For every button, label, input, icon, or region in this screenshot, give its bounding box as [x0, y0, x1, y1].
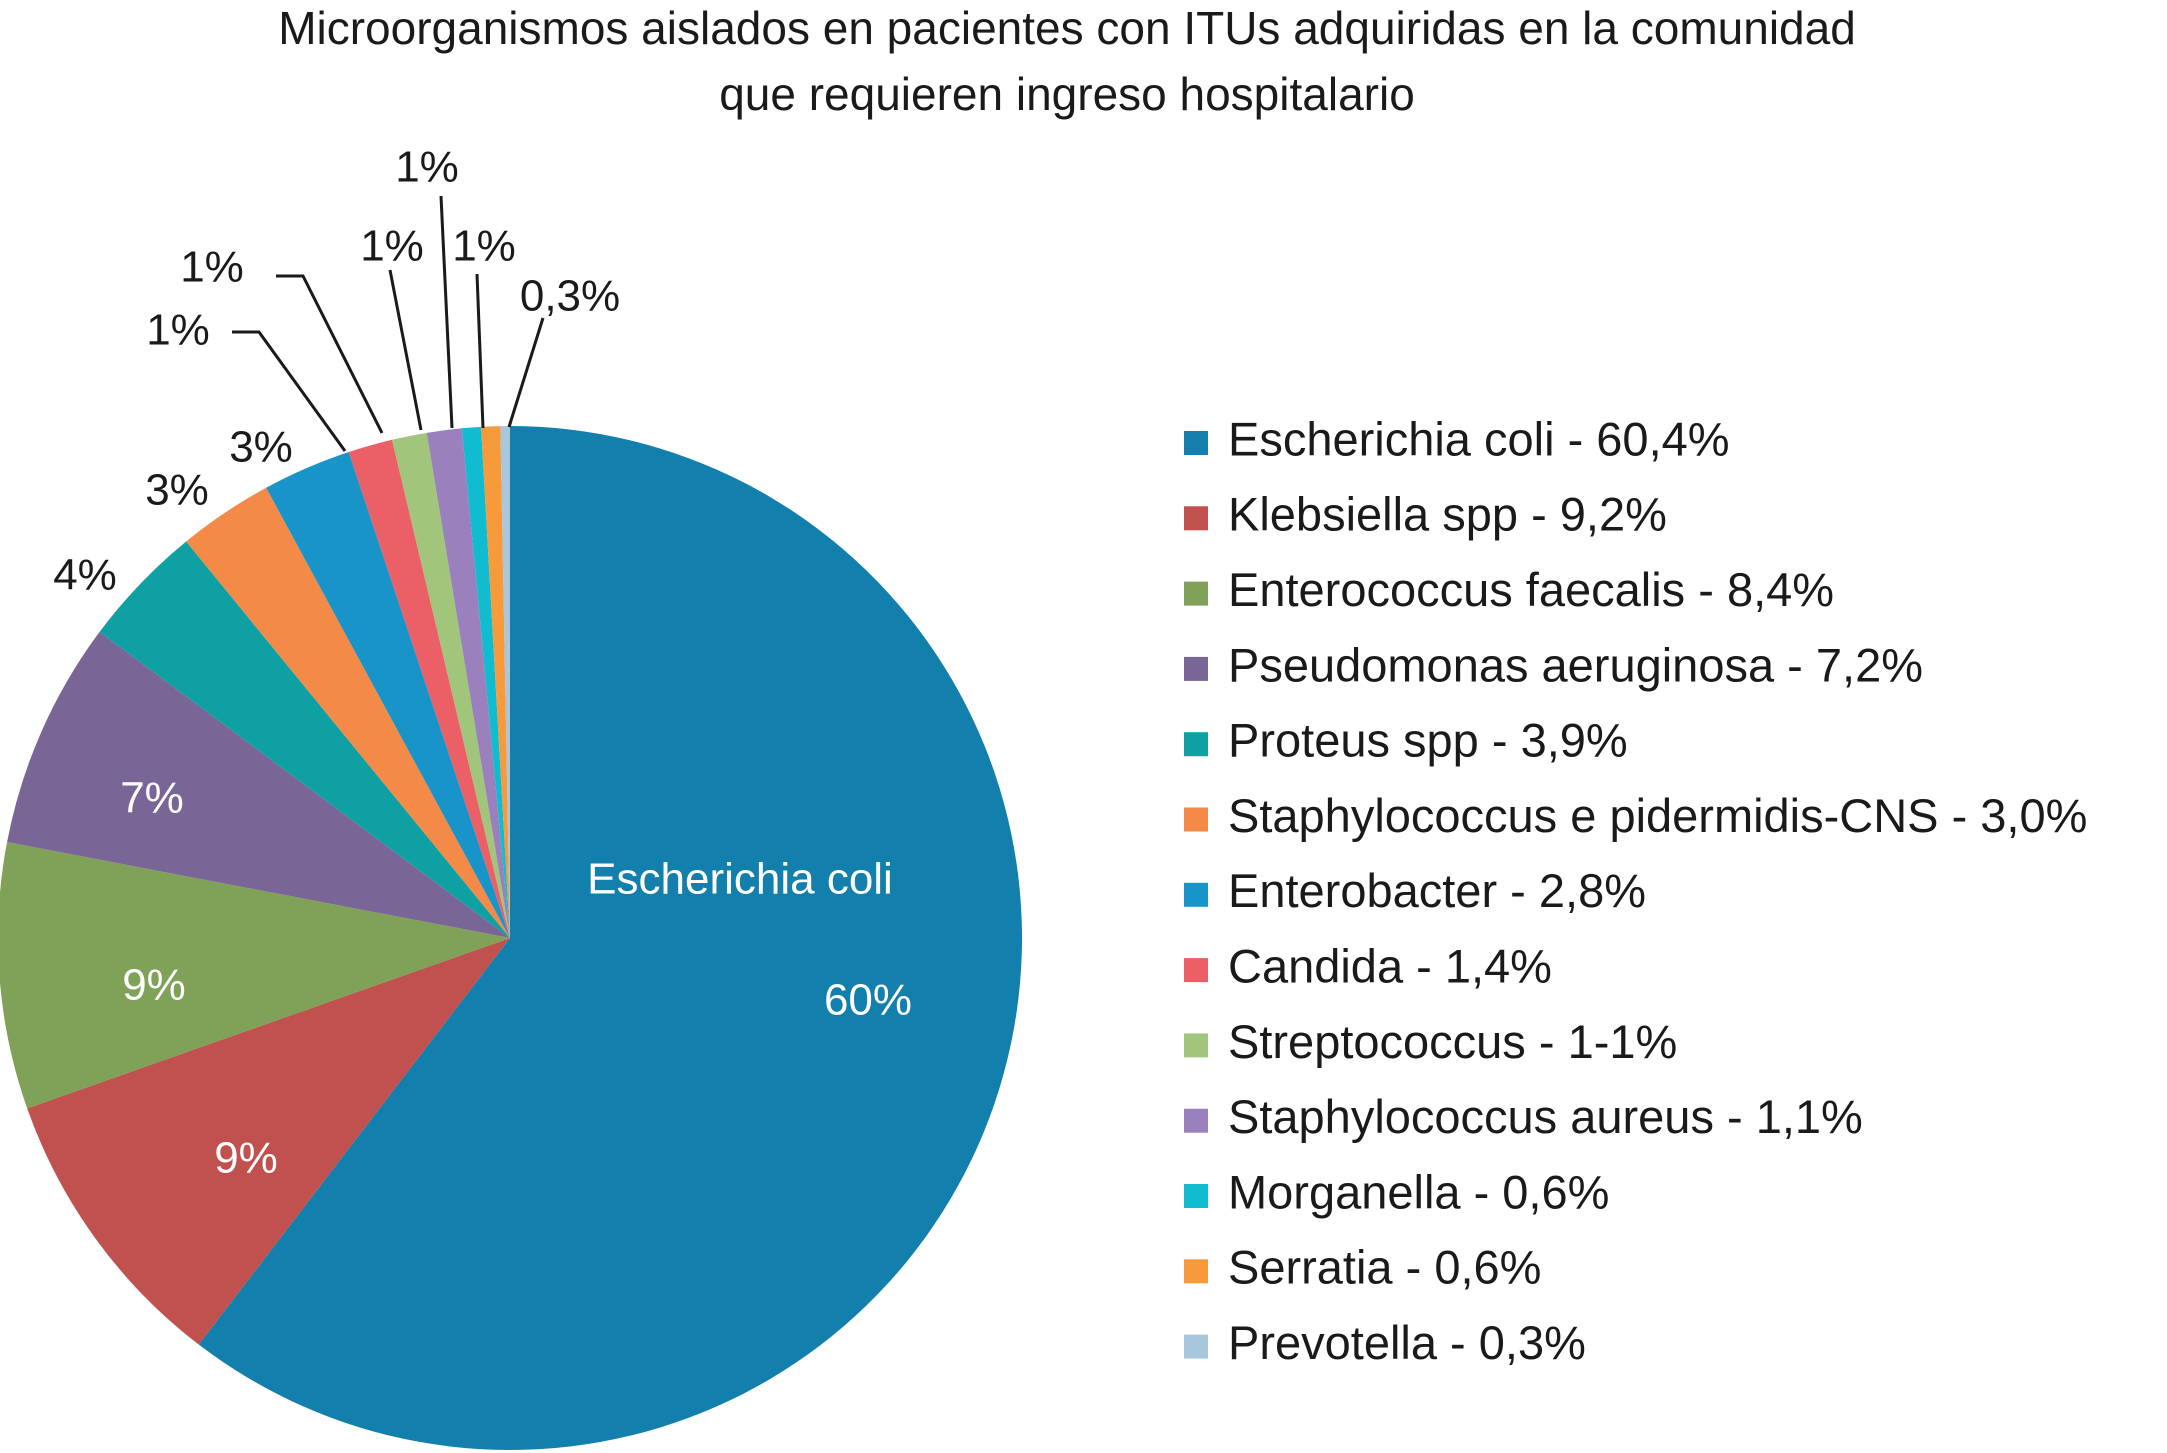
legend-item-enterobacter: Enterobacter - 2,8% [1184, 864, 1646, 917]
legend-swatch-serratia [1184, 1259, 1208, 1284]
chart-title-line-1: Microorganismos aislados en pacientes co… [278, 2, 1856, 54]
pie-slice-escherichia-coli [198, 426, 1023, 1451]
legend-item-staphylococcus-aureus: Staphylococcus aureus - 1,1% [1184, 1090, 1863, 1143]
legend-label-streptococcus: Streptococcus - 1-1% [1228, 1015, 1677, 1068]
legend-swatch-staphylococcus-e-pidermidis-cns [1184, 807, 1208, 832]
legend-swatch-streptococcus [1184, 1033, 1208, 1058]
legend-label-candida: Candida - 1,4% [1228, 940, 1552, 993]
data-label-enterobacter: 3% [229, 423, 293, 472]
data-label-staphylococcus-aureus: 1% [360, 222, 424, 271]
pie-slice-prevotella [500, 426, 510, 938]
leader-line-streptococcus [276, 274, 384, 434]
leader-line-morganella [439, 195, 454, 429]
legend-label-enterobacter: Enterobacter - 2,8% [1228, 864, 1646, 917]
leader-lines [232, 195, 545, 452]
leader-line-prevotella [507, 317, 545, 428]
pie-slice-staphylococcus-aureus [426, 428, 510, 938]
pie-slice-staphylococcus-e-pidermidis-cns [186, 487, 510, 938]
legend-swatch-prevotella [1184, 1334, 1208, 1359]
chart-title: Microorganismos aislados en pacientes co… [278, 2, 1856, 120]
legend-label-pseudomonas-aeruginosa: Pseudomonas aeruginosa - 7,2% [1228, 638, 1923, 691]
legend-swatch-enterococcus-faecalis [1184, 581, 1208, 606]
pie-slice-candida [348, 439, 510, 938]
chart-title-line-2: que requieren ingreso hospitalario [719, 68, 1415, 120]
legend-label-serratia: Serratia - 0,6% [1228, 1241, 1541, 1294]
legend-swatch-pseudomonas-aeruginosa [1184, 656, 1208, 681]
legend-item-escherichia-coli: Escherichia coli - 60,4% [1184, 412, 1730, 465]
data-label-enterococcus-faecalis: 9% [122, 961, 186, 1010]
slice-labels: 60% Escherichia coli 9% 9% 7% 4% 3% 3% 1% 1% 1% 1% 1… [53, 143, 912, 1183]
legend-swatch-morganella [1184, 1184, 1208, 1208]
legend-item-enterococcus-faecalis: Enterococcus faecalis - 8,4% [1184, 563, 1834, 616]
leader-line-candida [232, 330, 347, 452]
legend-label-enterococcus-faecalis: Enterococcus faecalis - 8,4% [1228, 563, 1834, 616]
legend-label-escherichia-coli: Escherichia coli - 60,4% [1228, 412, 1730, 465]
data-label-prevotella: 0,3% [520, 272, 620, 321]
legend-item-prevotella: Prevotella - 0,3% [1184, 1316, 1586, 1369]
legend-swatch-candida [1184, 958, 1208, 983]
pie-slice-proteus-spp [99, 541, 510, 938]
legend-swatch-klebsiella-spp [1184, 506, 1208, 531]
legend-label-klebsiella-spp: Klebsiella spp - 9,2% [1228, 488, 1667, 541]
pie-slice-streptococcus [392, 432, 510, 938]
pie-slice-morganella [461, 426, 510, 938]
legend-item-serratia: Serratia - 0,6% [1184, 1241, 1541, 1294]
legend: Escherichia coli - 60,4% Klebsiella spp -… [1184, 412, 2087, 1369]
data-label-staphylococcus-e-pidermidis-cns: 3% [145, 466, 209, 515]
legend-item-streptococcus: Streptococcus - 1-1% [1184, 1015, 1677, 1068]
legend-label-morganella: Morganella - 0,6% [1228, 1165, 1609, 1218]
legend-item-morganella: Morganella - 0,6% [1184, 1165, 1609, 1218]
legend-item-proteus-spp: Proteus spp - 3,9% [1184, 714, 1628, 767]
legend-item-klebsiella-spp: Klebsiella spp - 9,2% [1184, 488, 1667, 541]
pie-slice-enterobacter [266, 452, 510, 938]
pie-slice-serratia [481, 426, 510, 938]
leader-line-serratia [475, 273, 485, 429]
pie-slice-klebsiella-spp [27, 938, 510, 1345]
legend-swatch-staphylococcus-aureus [1184, 1108, 1208, 1133]
data-label-escherichia-coli: 60% [824, 976, 912, 1025]
data-label-pseudomonas-aeruginosa: 7% [120, 774, 184, 823]
legend-label-prevotella: Prevotella - 0,3% [1228, 1316, 1586, 1369]
data-label-serratia: 1% [452, 222, 516, 271]
legend-swatch-proteus-spp [1184, 732, 1208, 757]
data-label-proteus-spp: 4% [53, 551, 117, 600]
legend-label-staphylococcus-aureus: Staphylococcus aureus - 1,1% [1228, 1090, 1863, 1143]
legend-swatch-enterobacter [1184, 882, 1208, 907]
category-label-escherichia-coli: Escherichia coli [587, 855, 893, 904]
legend-label-proteus-spp: Proteus spp - 3,9% [1228, 714, 1628, 767]
legend-item-candida: Candida - 1,4% [1184, 940, 1552, 993]
data-label-klebsiella-spp: 9% [214, 1134, 278, 1183]
pie-slice-pseudomonas-aeruginosa [7, 631, 510, 938]
pie-slice-enterococcus-faecalis [0, 842, 510, 1109]
legend-swatch-escherichia-coli [1184, 431, 1208, 455]
data-label-morganella: 1% [395, 143, 459, 192]
legend-item-staphylococcus-e-pidermidis-cns: Staphylococcus e pidermidis-CNS - 3,0% [1184, 789, 2087, 842]
leader-line-staphylococcus-aureus [388, 269, 423, 431]
legend-label-staphylococcus-e-pidermidis-cns: Staphylococcus e pidermidis-CNS - 3,0% [1228, 789, 2087, 842]
legend-item-pseudomonas-aeruginosa: Pseudomonas aeruginosa - 7,2% [1184, 638, 1923, 691]
data-label-candida: 1% [146, 306, 210, 355]
pie-slices [0, 426, 1023, 1451]
data-label-streptococcus: 1% [180, 243, 244, 292]
